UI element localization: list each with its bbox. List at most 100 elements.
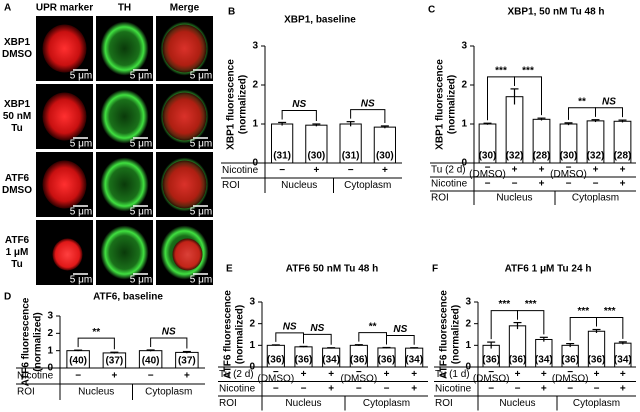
row-cell: − bbox=[384, 383, 390, 394]
row-label: DMSO bbox=[2, 185, 32, 196]
n-label: (36) bbox=[588, 355, 606, 366]
significance-label: *** bbox=[522, 66, 534, 77]
significance-label: *** bbox=[525, 299, 537, 310]
column-header: Merge bbox=[170, 3, 200, 14]
significance-bracket bbox=[275, 332, 304, 344]
row-label: ROI bbox=[431, 193, 449, 204]
group-label: Nucleus bbox=[496, 193, 532, 204]
scale-bar-label: 5 μm bbox=[190, 71, 212, 82]
row-cell: − bbox=[301, 383, 307, 394]
row-cell: − bbox=[566, 163, 572, 174]
y-axis-label: ATF6 fluorescence bbox=[21, 297, 32, 386]
y-tick-label: 3 bbox=[465, 297, 471, 308]
y-axis-label: XBP1 fluorescence bbox=[435, 59, 446, 150]
significance-label: NS bbox=[162, 327, 176, 338]
n-label: (34) bbox=[614, 355, 632, 366]
row-cell: − bbox=[279, 165, 285, 176]
row-label: ROI bbox=[17, 387, 35, 398]
scale-bar-label: 5 μm bbox=[190, 207, 212, 218]
significance-label: ** bbox=[369, 321, 377, 332]
y-axis-label: (normalized) bbox=[238, 75, 249, 134]
n-label: (30) bbox=[376, 151, 394, 162]
row-cell: − bbox=[512, 179, 518, 190]
row-cell: − bbox=[567, 367, 573, 378]
y-tick-label: 2 bbox=[465, 318, 471, 329]
row-label: Nicotine bbox=[222, 165, 259, 176]
row-cell: + bbox=[512, 165, 518, 176]
row-cell: − bbox=[485, 163, 491, 174]
panel-letter: F bbox=[432, 264, 438, 275]
row-cell: + bbox=[301, 369, 307, 380]
scale-bar-label: 5 μm bbox=[130, 275, 152, 286]
significance-label: *** bbox=[498, 299, 510, 310]
significance-label: *** bbox=[495, 66, 507, 77]
n-label: (40) bbox=[142, 356, 160, 367]
scale-bar-label: 5 μm bbox=[130, 71, 152, 82]
row-cell: − bbox=[273, 367, 279, 378]
row-label: 50 nM bbox=[3, 111, 31, 122]
y-axis-label: (normalized) bbox=[33, 312, 44, 371]
significance-label: ** bbox=[578, 96, 586, 107]
significance-label: NS bbox=[292, 99, 306, 110]
upr-signal bbox=[172, 238, 203, 271]
row-sublabel: (DMSO) bbox=[552, 373, 589, 384]
row-label: Tu (1 d) bbox=[435, 369, 470, 380]
row-cell: − bbox=[485, 179, 491, 190]
row-sublabel: (DMSO) bbox=[257, 373, 294, 384]
upr-signal bbox=[42, 92, 87, 141]
significance-bracket bbox=[150, 337, 188, 349]
y-tick-label: 1 bbox=[47, 345, 53, 356]
row-label: Tu bbox=[11, 123, 22, 134]
row-cell: + bbox=[313, 165, 319, 176]
row-cell: − bbox=[594, 383, 600, 394]
scale-bar-label: 5 μm bbox=[190, 139, 212, 150]
significance-bracket bbox=[596, 317, 624, 339]
n-label: (31) bbox=[273, 151, 291, 162]
y-tick-label: 1 bbox=[461, 119, 467, 130]
panel-letter: B bbox=[228, 7, 235, 18]
y-tick-label: 1 bbox=[252, 119, 258, 130]
y-axis-label: XBP1 fluorescence bbox=[226, 59, 237, 150]
row-cell: − bbox=[593, 179, 599, 190]
significance-bracket bbox=[77, 337, 115, 350]
row-cell: − bbox=[356, 367, 362, 378]
row-cell: + bbox=[539, 179, 545, 190]
row-cell: + bbox=[411, 383, 417, 394]
column-header: UPR marker bbox=[36, 3, 93, 14]
significance-bracket bbox=[386, 335, 415, 345]
group-label: Nucleus bbox=[285, 398, 321, 409]
n-label: (36) bbox=[267, 355, 285, 366]
row-label: 1 μM bbox=[6, 247, 29, 258]
row-sublabel: (DMSO) bbox=[473, 373, 510, 384]
n-label: (36) bbox=[295, 355, 313, 366]
n-label: (28) bbox=[614, 151, 632, 162]
significance-label: NS bbox=[393, 324, 407, 335]
row-cell: + bbox=[541, 383, 547, 394]
significance-bracket bbox=[281, 109, 317, 121]
row-cell: + bbox=[594, 369, 600, 380]
n-label: (28) bbox=[533, 151, 551, 162]
row-cell: − bbox=[75, 371, 81, 382]
row-cell: + bbox=[620, 369, 626, 380]
significance-bracket bbox=[514, 76, 542, 116]
group-label: Nucleus bbox=[281, 180, 317, 191]
row-cell: + bbox=[382, 165, 388, 176]
significance-label: NS bbox=[361, 98, 375, 109]
group-label: Cytoplasm bbox=[573, 398, 620, 409]
upr-signal bbox=[162, 92, 207, 141]
row-cell: − bbox=[148, 371, 154, 382]
n-label: (36) bbox=[482, 355, 500, 366]
n-label: (34) bbox=[535, 355, 553, 366]
row-label: ROI bbox=[435, 398, 453, 409]
scale-bar-label: 5 μm bbox=[70, 71, 92, 82]
group-label: Cytoplasm bbox=[363, 398, 410, 409]
y-tick-label: 3 bbox=[249, 297, 255, 308]
n-label: (36) bbox=[561, 355, 579, 366]
row-label: XBP1 bbox=[4, 37, 31, 48]
scale-bar-label: 5 μm bbox=[130, 139, 152, 150]
group-label: Cytoplasm bbox=[145, 387, 192, 398]
row-cell: − bbox=[488, 367, 494, 378]
significance-label: NS bbox=[602, 96, 616, 107]
group-label: Nucleus bbox=[499, 398, 535, 409]
n-label: (30) bbox=[560, 151, 578, 162]
